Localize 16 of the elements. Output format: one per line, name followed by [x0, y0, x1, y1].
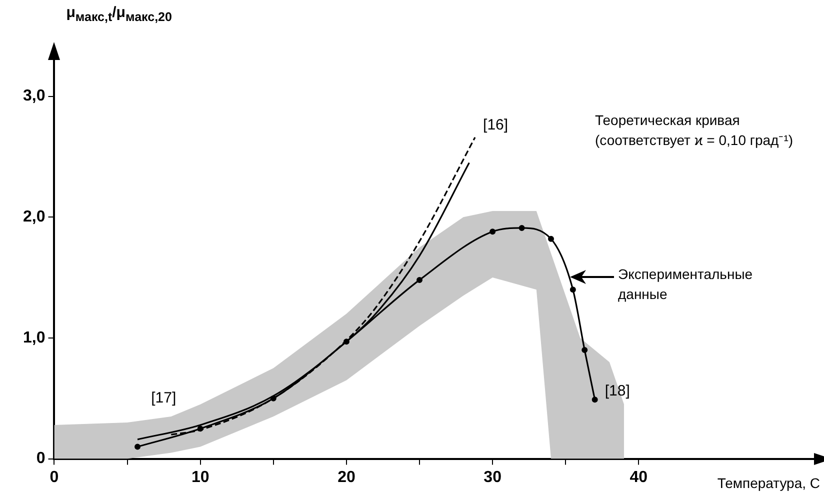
- annotation: [17]: [151, 390, 176, 407]
- y-tick-label: 3,0: [22, 88, 46, 105]
- annotation: [18]: [604, 382, 630, 400]
- y-axis-title: μ$_{макс,t}$/μ$_{макс,20}$: [66, 3, 172, 26]
- y-tick-label: 2,0: [22, 208, 46, 226]
- x-tick-label: 0: [50, 468, 59, 486]
- x-tick-label: 40: [630, 468, 648, 486]
- annotation: Теоретическая кривая (соответствует ϰ = 0,10 град⁻¹): [595, 111, 794, 150]
- x-tick-label: 10: [191, 468, 210, 486]
- x-tick-label: 20: [338, 468, 356, 486]
- annotation: Экспериментальные данные: [618, 265, 753, 304]
- x-axis-title: Температура, С: [717, 474, 820, 491]
- y-tick-label: 1,0: [22, 329, 46, 346]
- y-tick-label: 0: [36, 450, 46, 468]
- x-tick-label: 30: [484, 468, 502, 486]
- annotation: [16]: [483, 116, 508, 134]
